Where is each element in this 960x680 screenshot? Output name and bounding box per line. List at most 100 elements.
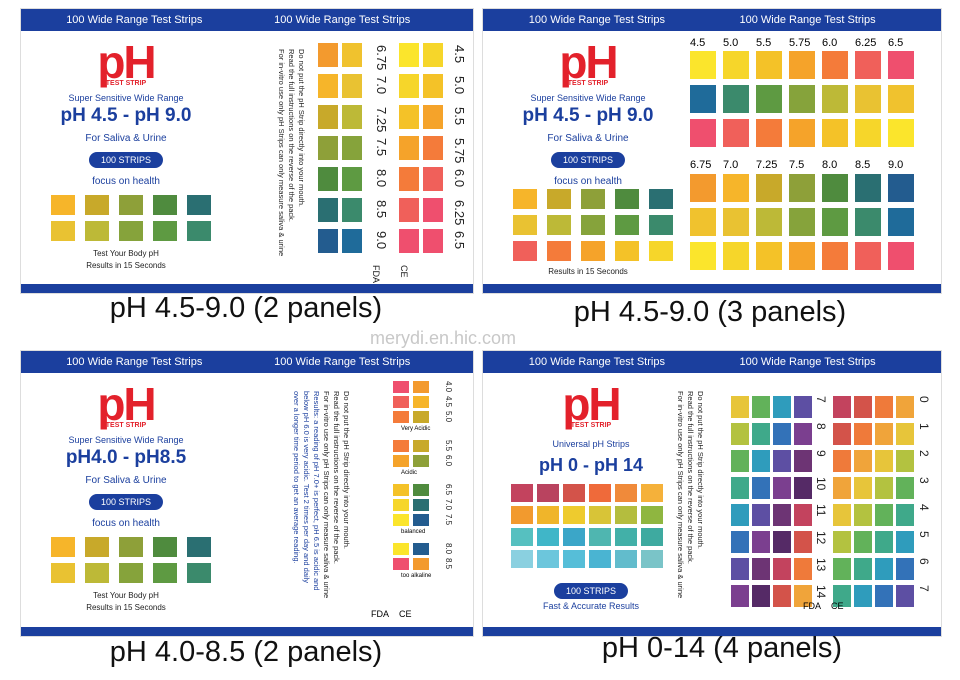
swatch	[756, 85, 782, 113]
swatch	[822, 174, 848, 202]
swatch	[393, 396, 409, 408]
swatch	[649, 189, 673, 209]
swatch	[511, 484, 533, 502]
swatch	[413, 514, 429, 526]
note: Read the full instructions on the revers…	[287, 49, 296, 223]
scale-label: 8.0	[822, 159, 838, 171]
logo: pH	[97, 36, 156, 88]
scale-label: 13	[814, 558, 828, 572]
swatch	[773, 423, 791, 445]
slogan: focus on health	[92, 176, 160, 187]
badge: 100 STRIPS	[553, 583, 629, 599]
tagline: Super Sensitive Wide Range	[68, 93, 184, 103]
header-text: 100 Wide Range Test Strips	[528, 14, 665, 26]
swatch	[318, 167, 338, 191]
swatch	[537, 484, 559, 502]
swatch	[789, 242, 815, 270]
swatch	[581, 241, 605, 261]
use: For Saliva & Urine	[547, 133, 629, 144]
note: Read the full instructions on the revers…	[686, 391, 695, 565]
header-text: 100 Wide Range Test Strips	[66, 356, 203, 368]
swatch	[413, 499, 429, 511]
swatch	[413, 543, 429, 555]
swatch	[153, 537, 177, 557]
swatch	[399, 105, 419, 129]
swatch	[833, 504, 851, 526]
scale-label: 6.0	[822, 37, 838, 49]
swatch	[855, 51, 881, 79]
swatch	[563, 528, 585, 546]
logo-sub: TEST STRIP	[570, 422, 612, 429]
swatch	[393, 455, 409, 467]
swatch	[875, 531, 893, 553]
swatch	[537, 550, 559, 568]
tagline: Super Sensitive Wide Range	[530, 93, 646, 103]
header-text: 100 Wide Range Test Strips	[66, 14, 203, 26]
scale-label: 7	[917, 585, 931, 592]
scale-label: 4.5	[444, 396, 453, 408]
swatch	[318, 105, 338, 129]
logo: pH	[562, 378, 621, 430]
swatch	[752, 423, 770, 445]
swatch	[854, 585, 872, 607]
swatch	[423, 136, 443, 160]
scale-label: 9	[814, 450, 828, 457]
swatch	[752, 585, 770, 607]
note: For in-vitro use only pH Strips can only…	[676, 391, 685, 599]
swatch	[641, 506, 663, 524]
swatch	[888, 242, 914, 270]
swatch	[789, 208, 815, 236]
swatch	[393, 558, 409, 570]
caption: pH 4.5-9.0 (3 panels)	[573, 296, 847, 328]
note: Do not put the pH Strip directly into yo…	[342, 391, 351, 549]
scale-label: 5.5	[452, 107, 467, 126]
swatch	[615, 189, 639, 209]
cert-mark: FDA	[803, 601, 821, 611]
swatch	[393, 514, 409, 526]
swatch	[690, 208, 716, 236]
swatch	[756, 51, 782, 79]
swatch	[794, 477, 812, 499]
swatch	[318, 74, 338, 98]
swatch	[855, 119, 881, 147]
swatch	[511, 506, 533, 524]
swatch	[423, 229, 443, 253]
scale-label: 14	[814, 585, 828, 599]
swatch	[854, 450, 872, 472]
range: pH 4.5 - pH 9.0	[522, 105, 654, 126]
swatch	[723, 51, 749, 79]
swatch	[589, 550, 611, 568]
swatch	[85, 221, 109, 241]
swatch	[855, 174, 881, 202]
swatch	[393, 484, 409, 496]
swatch	[413, 411, 429, 423]
swatch	[318, 198, 338, 222]
swatch	[649, 215, 673, 235]
swatch	[399, 167, 419, 191]
swatch	[888, 208, 914, 236]
swatch	[342, 167, 362, 191]
swatch	[413, 455, 429, 467]
swatch	[731, 477, 749, 499]
swatch	[855, 208, 881, 236]
scale-label: 6.75	[374, 45, 389, 71]
note: For in-vitro use only pH Strips can only…	[277, 49, 286, 257]
footer-text: Test Your Body pH	[93, 249, 159, 258]
swatch	[119, 537, 143, 557]
swatch	[731, 396, 749, 418]
scale-label: 8.5	[444, 558, 453, 570]
swatch	[731, 504, 749, 526]
swatch	[723, 242, 749, 270]
footer-bar	[21, 627, 473, 636]
swatch	[399, 198, 419, 222]
cert-mark: FDA	[371, 609, 389, 619]
swatch	[822, 119, 848, 147]
cert-mark: CE	[399, 265, 409, 278]
swatch	[896, 450, 914, 472]
swatch	[875, 423, 893, 445]
scale-label: 6.5	[444, 484, 453, 496]
swatch	[513, 189, 537, 209]
swatch	[756, 242, 782, 270]
swatch	[773, 558, 791, 580]
scale-label: 6.0	[444, 455, 453, 467]
